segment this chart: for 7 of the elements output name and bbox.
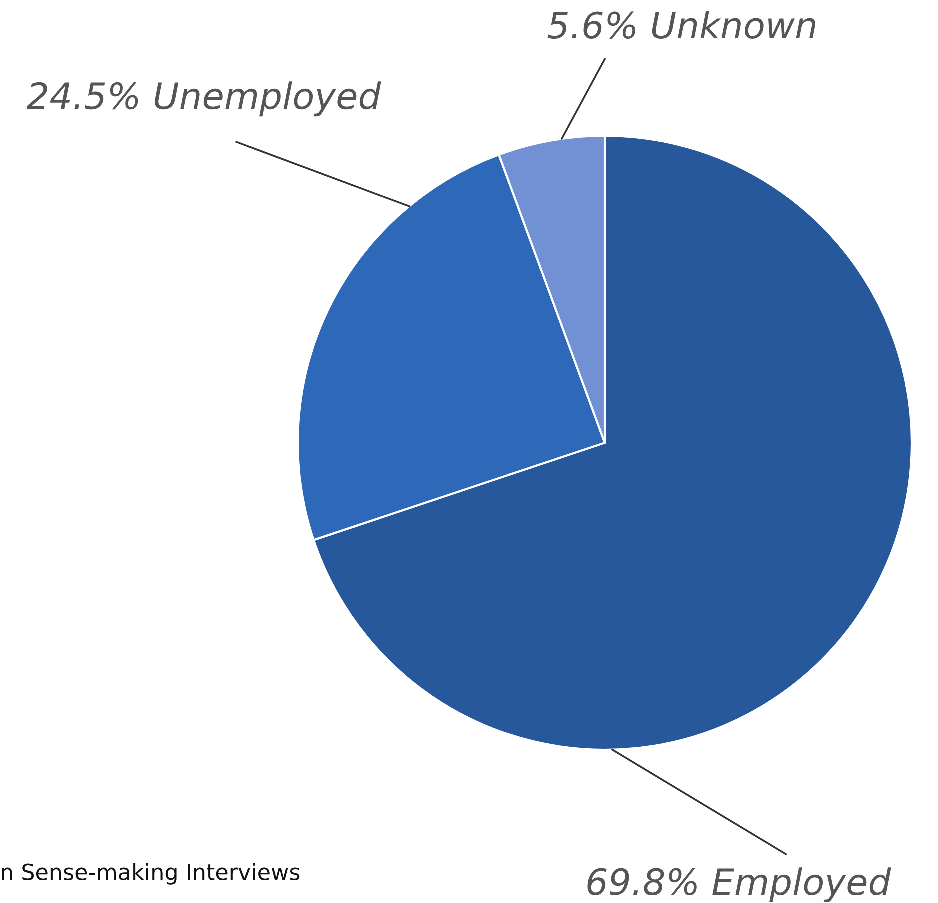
slice-label: Unknown bbox=[652, 11, 816, 40]
text: n Sense-making Interviews bbox=[2, 863, 300, 885]
slice-label: Employed bbox=[712, 868, 892, 903]
data-label: 24.5% bbox=[26, 82, 138, 110]
data-label: 5.6% bbox=[548, 12, 636, 40]
data-label: 69.8% bbox=[588, 868, 697, 896]
slice-label: Unemployed bbox=[155, 82, 382, 117]
